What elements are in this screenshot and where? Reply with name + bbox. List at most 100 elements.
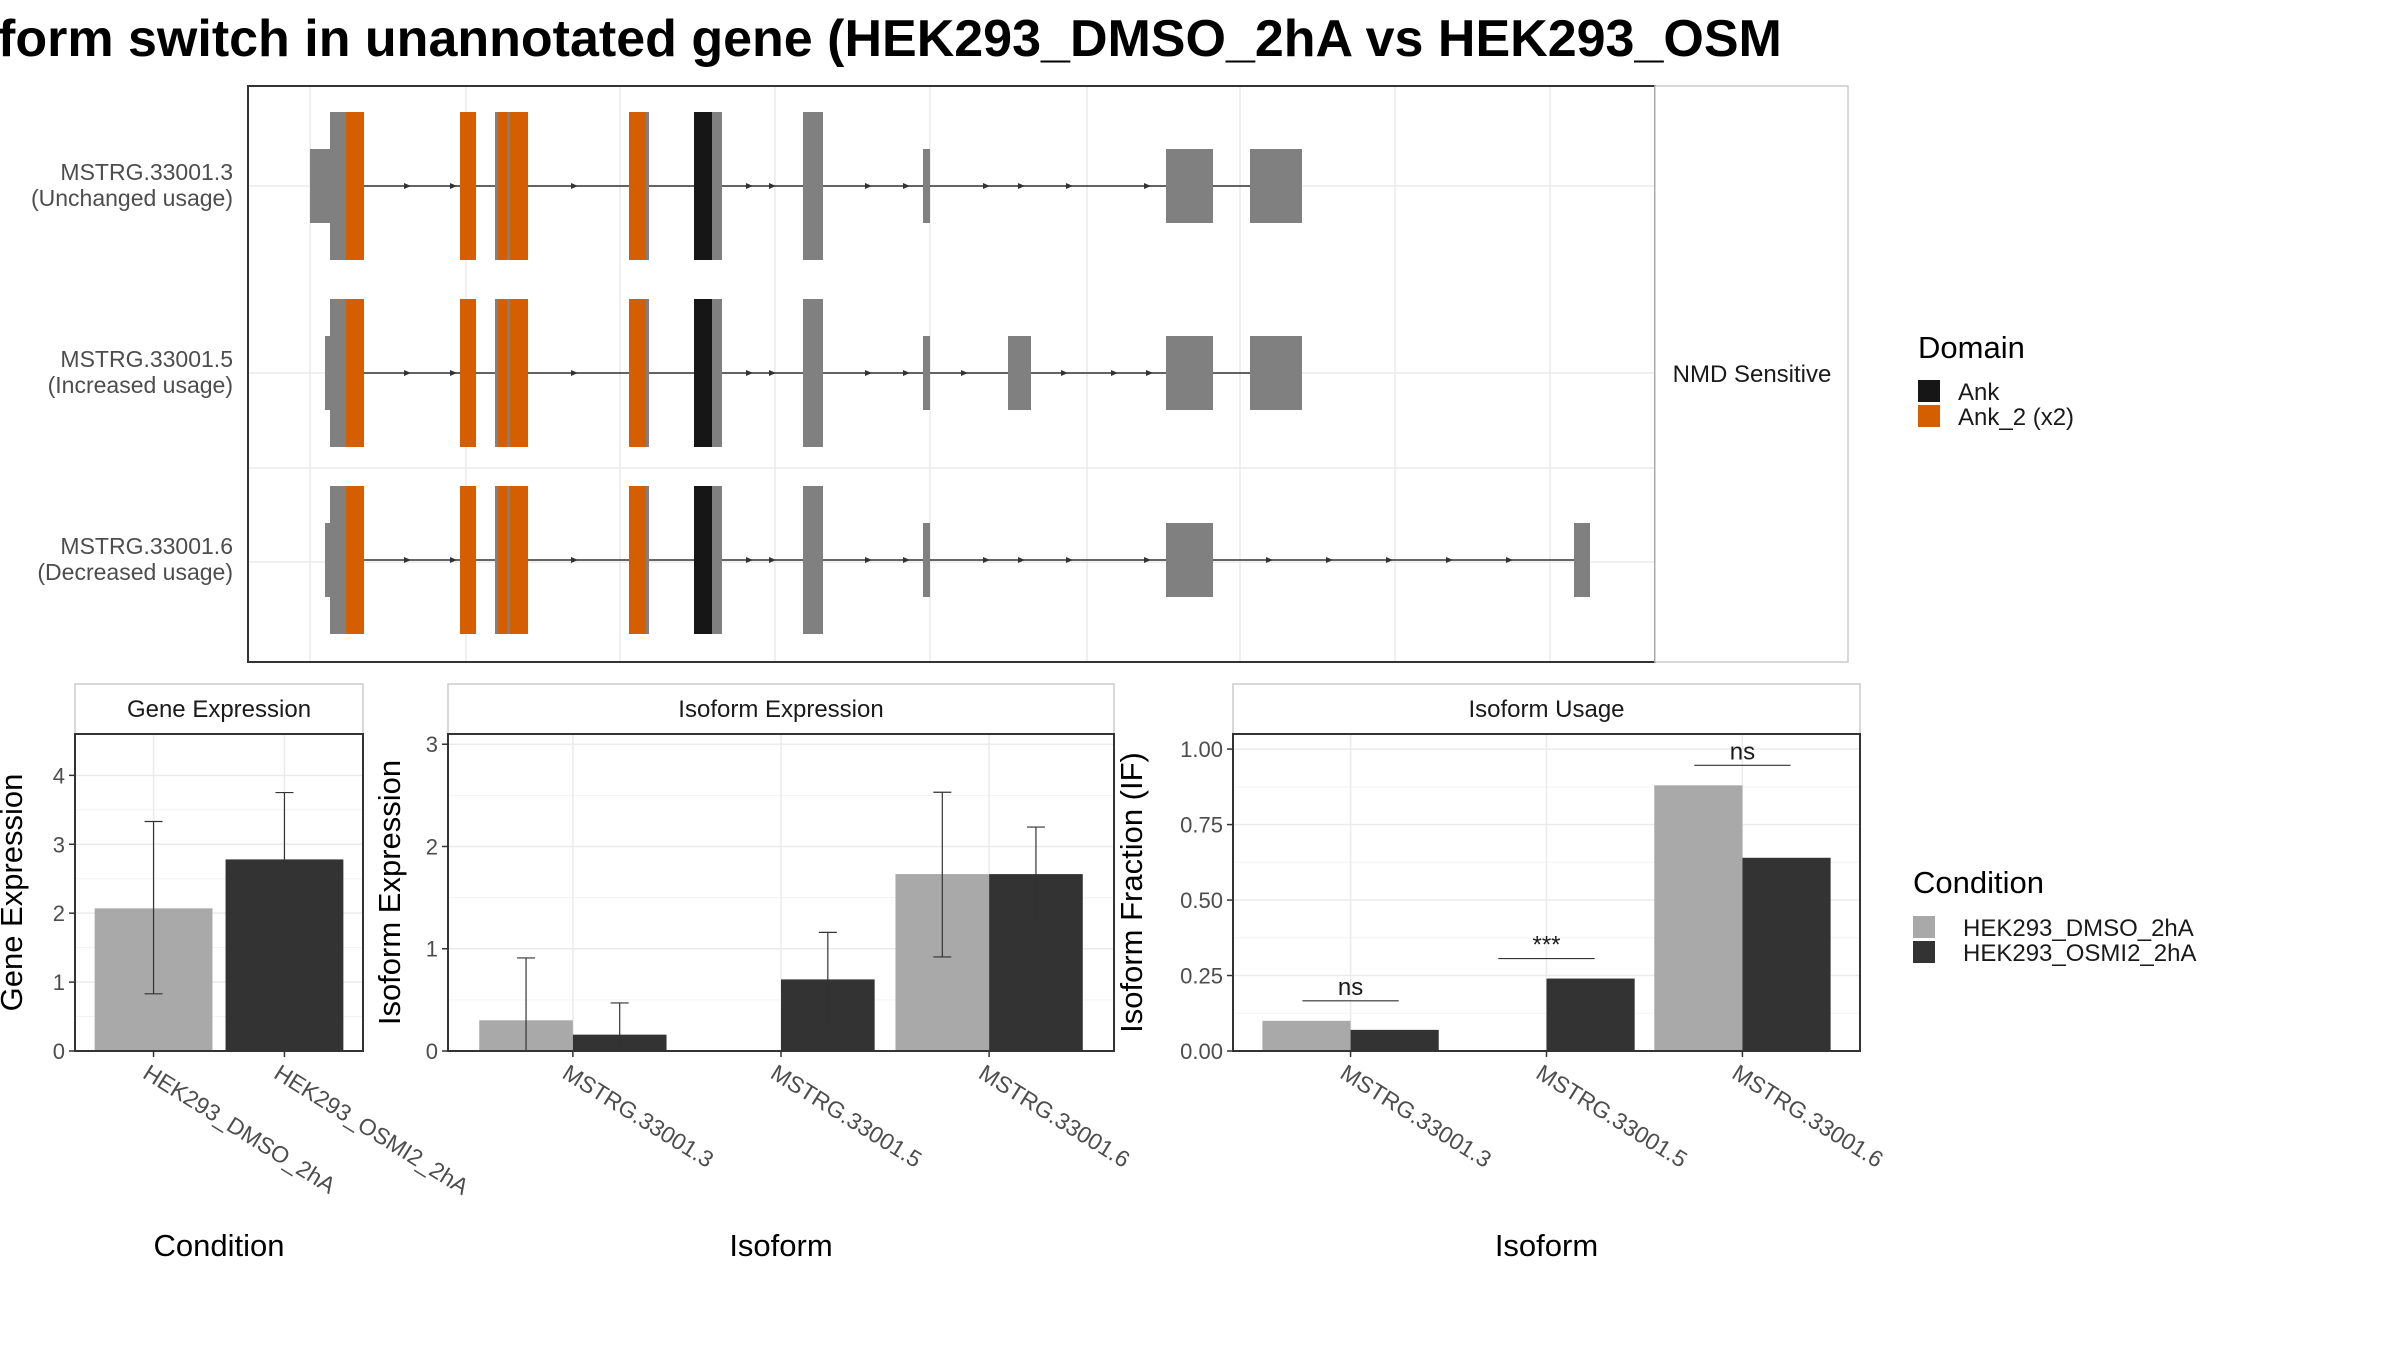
bar-MSTRG.33001.6-HEK293_OSMI2_2hA	[1742, 857, 1831, 1051]
coding-exon-full-7	[712, 112, 722, 260]
coding-exon-ank2-4	[510, 299, 528, 447]
exon-6	[810, 486, 823, 634]
strand-arrow-10	[1146, 370, 1153, 376]
y-axis-title: Isoform Fraction (IF)	[1114, 752, 1149, 1033]
condition-legend-label-dmso: HEK293_DMSO_2hA	[1963, 915, 2194, 942]
domain-legend: Domain Ank Ank_2 (x2)	[1918, 330, 2074, 431]
strand-arrow-13	[1386, 557, 1393, 563]
y-tick-label-1: 1	[53, 970, 65, 995]
condition-legend: Condition HEK293_DMSO_2hA HEK293_OSMI2_2…	[1913, 865, 2196, 967]
bar-MSTRG.33001.3-HEK293_OSMI2_2hA	[1350, 1029, 1439, 1051]
panel-strip	[1232, 683, 1861, 735]
strand-arrow-0	[404, 183, 411, 189]
domain-legend-swatch-ank	[1918, 380, 1940, 402]
exon-separator-2	[646, 486, 649, 634]
x-tick-label-MSTRG.33001.6: MSTRG.33001.6	[1728, 1059, 1888, 1173]
strand-arrow-4	[769, 557, 776, 563]
panel-strip	[447, 683, 1115, 735]
strand-arrow-8	[1018, 557, 1025, 563]
x-tick-label-MSTRG.33001.5: MSTRG.33001.5	[766, 1059, 926, 1173]
panel-title: Gene Expression	[127, 696, 311, 723]
y-tick-label-4: 1.00	[1180, 737, 1223, 762]
exon-6	[810, 112, 823, 260]
domain-legend-label-ank: Ank	[1958, 379, 2000, 406]
coding-exon-ank2-5	[629, 112, 646, 260]
coding-exon-full-0	[330, 486, 346, 634]
strand-arrow-8	[1018, 183, 1025, 189]
x-axis-title: Isoform	[729, 1228, 832, 1263]
strand-arrow-15	[1506, 557, 1513, 563]
domain-legend-swatch-ank2	[1918, 405, 1940, 427]
y-tick-label-4: 4	[53, 763, 65, 788]
figure-title: form switch in unannotated gene (HEK293_…	[0, 10, 1782, 68]
isoform-label-MSTRG.33001.5: MSTRG.33001.5	[60, 346, 233, 372]
isoform-expression-chart: Isoform Expression 0 1 2 3 MSTRG.33001.3 MSTRG…	[372, 683, 1135, 1263]
exon-4	[1250, 149, 1302, 223]
y-tick-label-0: 0	[53, 1039, 65, 1064]
coding-exon-ank2-1	[346, 299, 364, 447]
strand-arrow-10	[1144, 557, 1151, 563]
condition-legend-swatch-dmso	[1913, 916, 1935, 938]
x-axis-title: Condition	[154, 1228, 285, 1263]
strand-arrow-1	[450, 557, 457, 563]
structure-panel: MSTRG.33001.3(Unchanged usage) MSTRG.3300…	[31, 85, 1849, 663]
x-tick-label-MSTRG.33001.3: MSTRG.33001.3	[558, 1059, 718, 1173]
exon-separator-0	[495, 299, 498, 447]
x-tick-label-MSTRG.33001.6: MSTRG.33001.6	[974, 1059, 1134, 1173]
exon-5	[1250, 336, 1302, 410]
strand-arrow-5	[865, 557, 872, 563]
strand-arrow-6	[903, 183, 910, 189]
strand-arrow-6	[903, 557, 910, 563]
strand-arrow-3	[746, 183, 753, 189]
exon-2	[923, 149, 930, 223]
coding-exon-ank2-4	[510, 486, 528, 634]
y-tick-label-0: 0	[426, 1039, 438, 1064]
strand-arrow-10	[1144, 183, 1151, 189]
coding-exon-ank-6	[694, 112, 712, 260]
isoform-usage-MSTRG.33001.5: (Increased usage)	[48, 372, 233, 398]
exon-separator-2	[646, 112, 649, 260]
structure-panel-bg	[247, 85, 1656, 663]
coding-exon-full-7	[712, 486, 722, 634]
bar-MSTRG.33001.5-HEK293_OSMI2_2hA	[1546, 978, 1635, 1051]
y-tick-label-3: 0.75	[1180, 813, 1223, 838]
nmd-strip	[1654, 85, 1849, 663]
panel-title: Isoform Usage	[1468, 696, 1624, 723]
transcript-track-MSTRG.33001.6	[325, 486, 1590, 634]
panel-border	[74, 733, 364, 1052]
strand-arrow-9	[1066, 557, 1073, 563]
panel-strip	[74, 683, 364, 735]
y-tick-label-2: 0.50	[1180, 888, 1223, 913]
coding-exon-full-0	[330, 299, 346, 447]
exon-7	[810, 299, 823, 447]
strand-arrow-2	[571, 370, 578, 376]
x-axis-title: Isoform	[1495, 1228, 1598, 1263]
y-tick-label-0: 0.00	[1180, 1039, 1223, 1064]
transcript-track-MSTRG.33001.5	[325, 299, 1302, 447]
coding-exon-ank2-4	[510, 112, 528, 260]
structure-row-labels: MSTRG.33001.3(Unchanged usage) MSTRG.3300…	[31, 159, 233, 585]
isoform-label-MSTRG.33001.3: MSTRG.33001.3	[60, 159, 233, 185]
coding-exon-ank2-2	[460, 486, 476, 634]
strand-arrow-1	[450, 370, 457, 376]
exon-3	[1166, 523, 1213, 597]
panel-border	[1232, 733, 1861, 1052]
exon-separator-0	[495, 112, 498, 260]
strand-arrow-9	[1111, 370, 1118, 376]
strand-arrow-8	[1061, 370, 1068, 376]
domain-legend-label-ank2: Ank_2 (x2)	[1958, 404, 2074, 431]
exon-separator-0	[495, 486, 498, 634]
strand-arrow-14	[1446, 557, 1453, 563]
bar-MSTRG.33001.3-HEK293_DMSO_2hA	[1262, 1020, 1351, 1051]
strand-arrow-3	[746, 557, 753, 563]
coding-exon-ank2-5	[629, 486, 646, 634]
y-tick-label-1: 0.25	[1180, 964, 1223, 989]
exon-2	[923, 336, 930, 410]
exon-3	[1166, 149, 1213, 223]
strand-arrow-5	[865, 370, 872, 376]
panel-title: Isoform Expression	[678, 696, 883, 723]
exon-4	[1166, 336, 1213, 410]
strand-arrow-1	[450, 183, 457, 189]
isoform-usage-MSTRG.33001.6: (Decreased usage)	[37, 559, 233, 585]
